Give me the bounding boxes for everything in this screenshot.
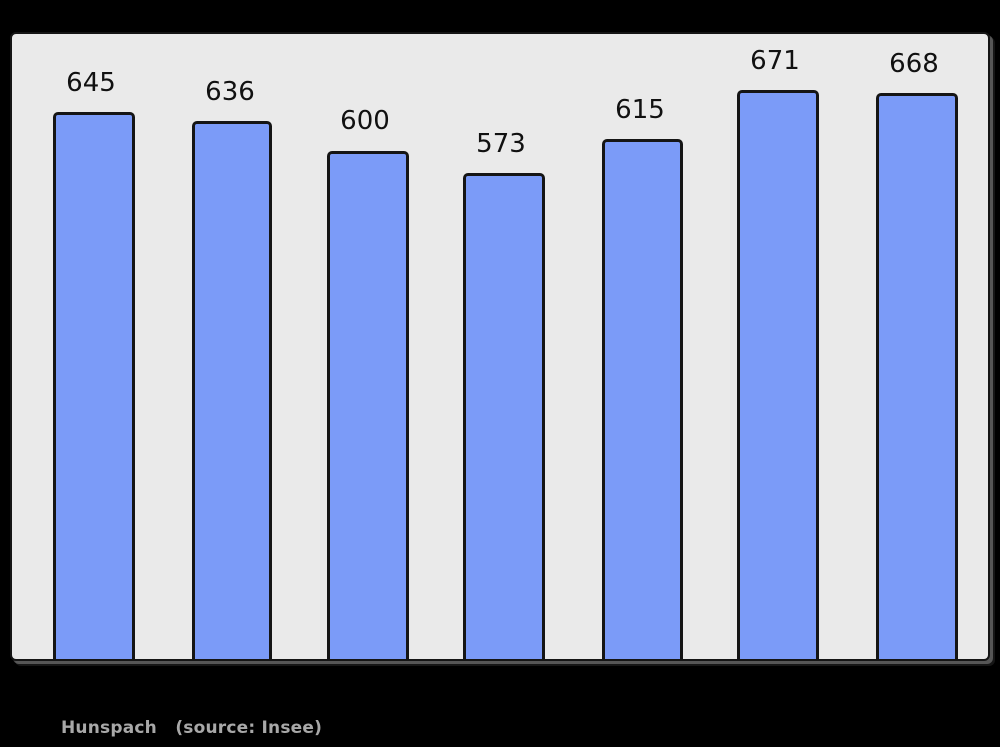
bar-5 <box>602 139 683 659</box>
bar-value-label-7: 668 <box>889 49 939 79</box>
bar-value-label-2: 636 <box>205 77 255 107</box>
bar-1 <box>53 112 135 659</box>
source-caption: Hunspach (source: Insee) <box>61 718 323 738</box>
bar-6 <box>737 90 819 659</box>
bar-value-label-3: 600 <box>340 106 390 136</box>
bar-2 <box>192 121 272 659</box>
bar-3 <box>327 151 409 659</box>
bar-7 <box>876 93 958 659</box>
bar-value-label-5: 615 <box>615 95 665 125</box>
bar-value-label-6: 671 <box>750 46 800 76</box>
bar-4 <box>463 173 545 659</box>
plot-area <box>10 32 990 661</box>
bar-value-label-1: 645 <box>66 68 116 98</box>
bar-value-label-4: 573 <box>476 129 526 159</box>
